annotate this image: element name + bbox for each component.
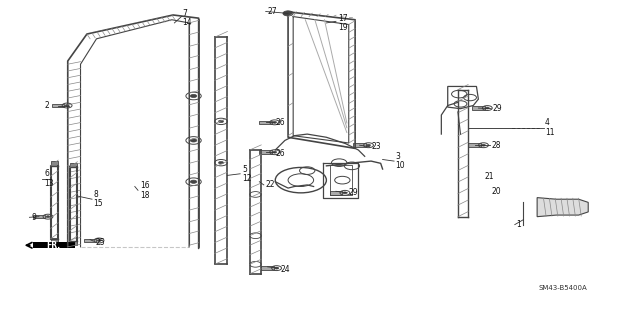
Circle shape (46, 216, 50, 218)
Circle shape (218, 161, 223, 164)
Text: 13: 13 (44, 179, 54, 188)
Text: 4: 4 (545, 118, 550, 128)
Bar (33, 215, 45, 219)
Text: FR.: FR. (47, 241, 61, 250)
Bar (259, 121, 272, 124)
Text: 7: 7 (182, 9, 188, 18)
Circle shape (343, 192, 347, 194)
Circle shape (190, 139, 196, 142)
Circle shape (273, 151, 276, 153)
Circle shape (97, 240, 101, 241)
Text: 15: 15 (93, 199, 103, 208)
Circle shape (65, 105, 69, 107)
Bar (51, 161, 58, 166)
Bar (52, 104, 65, 107)
Bar (330, 191, 342, 195)
Circle shape (367, 144, 371, 146)
Text: 9: 9 (31, 213, 36, 222)
Text: 16: 16 (140, 181, 150, 190)
Text: 24: 24 (280, 264, 290, 274)
Text: 26: 26 (275, 149, 285, 158)
Text: 18: 18 (140, 190, 149, 200)
Bar (70, 163, 77, 167)
Text: 10: 10 (396, 161, 405, 170)
Bar (259, 151, 272, 154)
Text: 22: 22 (266, 181, 275, 189)
Circle shape (485, 107, 490, 109)
Text: 17: 17 (338, 14, 348, 23)
Polygon shape (33, 242, 76, 249)
Polygon shape (537, 197, 588, 217)
Circle shape (190, 94, 196, 98)
Circle shape (283, 11, 293, 16)
Text: 19: 19 (338, 23, 348, 32)
Bar (468, 144, 481, 147)
Text: 6: 6 (44, 169, 49, 178)
Text: 2: 2 (44, 101, 49, 110)
Text: 29: 29 (349, 188, 358, 197)
Bar (353, 144, 366, 147)
Circle shape (275, 267, 278, 269)
Bar (51, 238, 58, 243)
Text: 25: 25 (95, 238, 105, 247)
Text: 27: 27 (268, 7, 277, 16)
Text: 29: 29 (492, 104, 502, 113)
Text: 11: 11 (545, 128, 554, 137)
Bar (70, 241, 77, 245)
Circle shape (218, 120, 223, 123)
Text: 14: 14 (182, 19, 193, 27)
Text: 26: 26 (275, 118, 285, 128)
Text: 3: 3 (396, 152, 400, 161)
Text: 20: 20 (491, 187, 500, 196)
Circle shape (481, 144, 486, 146)
Bar (261, 266, 274, 270)
Text: 1: 1 (516, 220, 522, 229)
Text: 28: 28 (491, 141, 500, 150)
Text: 12: 12 (242, 174, 252, 183)
Bar (472, 106, 484, 110)
Text: 5: 5 (242, 165, 247, 174)
Text: 21: 21 (484, 173, 494, 182)
Circle shape (190, 180, 196, 183)
Bar (84, 239, 97, 242)
Text: SM43-B5400A: SM43-B5400A (538, 285, 587, 291)
Text: 8: 8 (93, 190, 98, 199)
Circle shape (273, 121, 276, 123)
Text: 23: 23 (371, 142, 381, 151)
